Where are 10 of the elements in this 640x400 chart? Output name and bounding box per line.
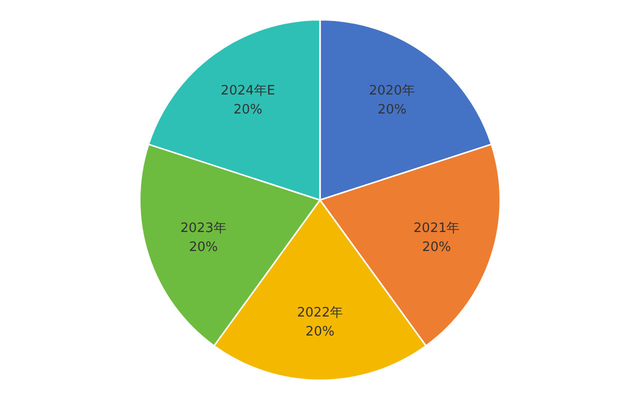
slice-label: 2024年E [220,84,276,99]
slice-label: 2020年 [369,84,416,99]
data-label: 20% [378,102,406,118]
slice-label: 2023年 [180,220,226,236]
slice-label: 2022年 [296,305,344,320]
data-label: 20% [234,102,262,118]
data-label: 20% [306,324,334,340]
data-label: 20% [422,240,452,255]
slice-label: 2021年 [414,220,460,236]
data-label: 20% [188,240,218,255]
